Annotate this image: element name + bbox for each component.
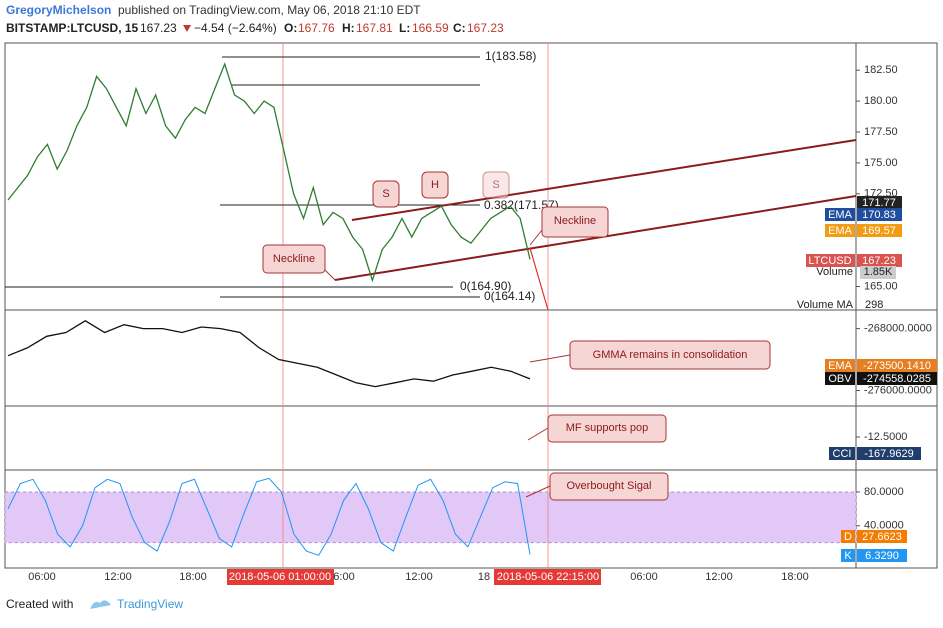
- time-label: 12:00: [405, 571, 433, 583]
- symbol: BITSTAMP:LTCUSD, 15: [6, 21, 139, 35]
- note: Overbought Sigal: [567, 480, 652, 492]
- y-tick-label: -12.5000: [864, 431, 907, 443]
- time-label: 6:00: [333, 571, 354, 583]
- fib-label: 0(164.14): [484, 289, 535, 303]
- panel-frames: [4, 42, 938, 569]
- label: 171.77: [862, 197, 896, 209]
- fib-label: 0(164.90): [460, 279, 511, 293]
- time-label: 06:00: [28, 571, 56, 583]
- label: LTCUSD: [808, 255, 851, 267]
- label: 298: [865, 299, 883, 311]
- y-tick-label: 177.50: [864, 126, 898, 138]
- stoch-band: [4, 491, 857, 544]
- price-labels: 171.77 EMA 170.83 EMA 169.57 LTCUSD 167.…: [797, 196, 937, 562]
- y-tick-label: 172.50: [864, 188, 898, 200]
- l-label: L:: [399, 21, 410, 35]
- label: -167.9629: [864, 448, 914, 460]
- l: 166.59: [412, 21, 449, 35]
- projection: [529, 247, 549, 311]
- c-label: C:: [453, 21, 466, 35]
- series-line: [7, 62, 531, 283]
- y-tick-label: 182.50: [864, 64, 898, 76]
- label: OBV: [828, 373, 852, 385]
- time-label: 18: [478, 571, 490, 583]
- down-arrow: [183, 25, 191, 32]
- label: Volume: [816, 266, 853, 278]
- time-label: 18:00: [179, 571, 207, 583]
- label: EMA: [828, 360, 853, 372]
- callouts: [262, 171, 771, 501]
- published: published on TradingView.com, May 06, 20…: [118, 3, 421, 17]
- label: CCI: [833, 448, 852, 460]
- logo: [90, 600, 111, 609]
- author[interactable]: GregoryMichelson: [6, 3, 111, 17]
- neckline-label: Neckline: [554, 215, 596, 227]
- label: -273500.1410: [863, 360, 931, 372]
- h-label: H:: [342, 21, 355, 35]
- label: 6.3290: [865, 550, 899, 562]
- label: -274558.0285: [863, 373, 931, 385]
- time-label: 12:00: [705, 571, 733, 583]
- o-label: O:: [284, 21, 297, 35]
- series-line: [7, 320, 531, 388]
- callout-pointers: [324, 229, 571, 498]
- time-axis: 06:00 12:00 18:00 2018-05-06 01:00:00 6:…: [28, 569, 809, 585]
- time-label: 2018-05-06 01:00:00: [229, 571, 331, 583]
- label: 27.6623: [862, 531, 902, 543]
- change: −4.54 (−2.64%): [194, 21, 277, 35]
- series-line: [7, 477, 531, 556]
- label: Volume MA: [797, 299, 854, 311]
- footer-brand[interactable]: TradingView: [117, 597, 183, 611]
- fib-label: 1(183.58): [485, 49, 536, 63]
- y-tick-label: 40.0000: [864, 520, 904, 532]
- time-label: 2018-05-06 22:15:00: [497, 571, 599, 583]
- shoulder-label: S: [492, 179, 499, 191]
- label: K: [844, 550, 852, 562]
- neckline-label: Neckline: [273, 253, 315, 265]
- y-tick-label: 175.00: [864, 157, 898, 169]
- label: 170.83: [862, 209, 896, 221]
- last: 167.23: [140, 21, 177, 35]
- note: GMMA remains in consolidation: [593, 349, 748, 361]
- c: 167.23: [467, 21, 504, 35]
- h: 167.81: [356, 21, 393, 35]
- head-label: H: [431, 179, 439, 191]
- y-tick-label: 180.00: [864, 95, 898, 107]
- y-tick-label: -268000.0000: [864, 322, 932, 334]
- y-tick-label: 165.00: [864, 280, 898, 292]
- label: EMA: [828, 225, 853, 237]
- fib-label: 0.382(171.57): [484, 198, 559, 212]
- shoulder-label: S: [382, 188, 389, 200]
- time-label: 12:00: [104, 571, 132, 583]
- channel: [334, 139, 857, 281]
- fib-lines: [5, 56, 480, 298]
- y-tick-label: -276000.0000: [864, 384, 932, 396]
- note: MF supports pop: [566, 422, 649, 434]
- time-label: 18:00: [781, 571, 809, 583]
- label: 167.23: [862, 255, 896, 267]
- time-label: 06:00: [630, 571, 658, 583]
- footer-text: Created with: [6, 597, 73, 611]
- label: EMA: [828, 209, 853, 221]
- label: 1.85K: [864, 266, 893, 278]
- o: 167.76: [298, 21, 335, 35]
- y-tick-label: 80.0000: [864, 486, 904, 498]
- label: D: [844, 531, 852, 543]
- label: 169.57: [862, 225, 896, 237]
